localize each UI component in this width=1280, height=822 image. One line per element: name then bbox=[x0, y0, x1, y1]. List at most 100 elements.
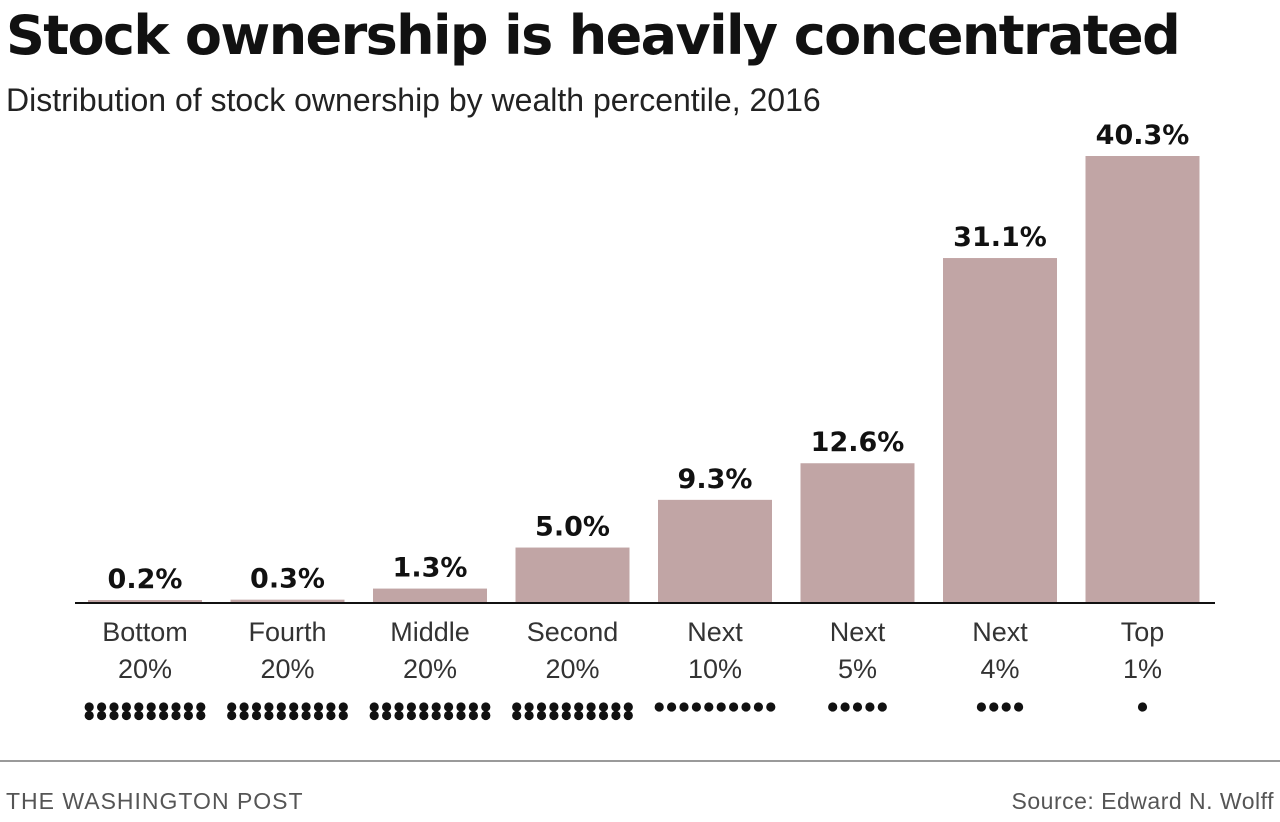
population-dot bbox=[536, 710, 547, 721]
publisher-credit: THE WASHINGTON POST bbox=[6, 788, 304, 814]
population-dot bbox=[196, 702, 206, 712]
population-dot bbox=[406, 710, 416, 721]
population-dot bbox=[146, 702, 156, 712]
population-dot bbox=[121, 702, 131, 712]
population-dot bbox=[611, 710, 621, 721]
population-dot bbox=[1001, 702, 1011, 712]
chart-subtitle: Distribution of stock ownership by wealt… bbox=[6, 82, 821, 118]
source-note: Source: Edward N. Wolff bbox=[1011, 788, 1274, 814]
category-label: Next bbox=[687, 617, 743, 647]
population-dot bbox=[623, 710, 633, 721]
category-sublabel: 20% bbox=[118, 654, 172, 684]
population-dot bbox=[828, 702, 838, 712]
population-dot bbox=[251, 710, 262, 721]
bar bbox=[943, 258, 1057, 603]
population-dot bbox=[159, 710, 169, 721]
population-dot bbox=[338, 702, 348, 712]
population-dot bbox=[121, 710, 131, 721]
category-sublabel: 4% bbox=[980, 654, 1019, 684]
bar bbox=[373, 588, 487, 603]
population-dot bbox=[865, 702, 875, 712]
category-sublabel: 5% bbox=[838, 654, 877, 684]
category-sublabel: 20% bbox=[545, 654, 599, 684]
value-label: 12.6% bbox=[811, 427, 905, 458]
population-dot bbox=[654, 702, 664, 712]
bar bbox=[515, 547, 630, 603]
category-label: Middle bbox=[390, 617, 470, 647]
population-dot bbox=[251, 702, 262, 712]
population-dot bbox=[1014, 702, 1024, 712]
population-dot bbox=[239, 710, 249, 721]
population-dot bbox=[183, 702, 193, 712]
value-label: 9.3% bbox=[678, 464, 753, 495]
population-dot bbox=[549, 702, 559, 712]
population-dot bbox=[852, 702, 863, 712]
population-dot bbox=[419, 702, 429, 712]
category-label: Bottom bbox=[102, 617, 188, 647]
population-dot bbox=[264, 710, 274, 721]
population-dot bbox=[134, 710, 144, 721]
population-dot bbox=[313, 710, 324, 721]
value-labels-group: 0.2% 0.3% 1.3% 5.0% 9.3% 12.6% 31.1% 40.3% bbox=[108, 120, 1190, 595]
bars-group bbox=[88, 156, 1200, 603]
footer-divider bbox=[0, 760, 1280, 762]
population-dot bbox=[741, 702, 751, 712]
category-label: Top bbox=[1121, 617, 1165, 647]
population-dot bbox=[536, 702, 547, 712]
population-dot bbox=[989, 702, 999, 712]
population-dot bbox=[766, 702, 776, 712]
population-dot bbox=[84, 710, 94, 721]
population-dot bbox=[444, 702, 454, 712]
value-label: 5.0% bbox=[535, 512, 610, 543]
population-dot bbox=[338, 710, 348, 721]
population-dot bbox=[289, 702, 299, 712]
population-dot bbox=[419, 710, 429, 721]
bar bbox=[658, 499, 772, 603]
population-dot bbox=[431, 702, 441, 712]
population-dot bbox=[159, 702, 169, 712]
population-dot bbox=[382, 710, 392, 721]
population-dot bbox=[276, 710, 286, 721]
population-dot bbox=[679, 702, 689, 712]
population-dot bbox=[623, 702, 633, 712]
population-dot bbox=[549, 710, 559, 721]
population-dot bbox=[976, 702, 987, 712]
population-dot bbox=[431, 710, 441, 721]
population-dot bbox=[171, 702, 181, 712]
population-dot bbox=[753, 702, 764, 712]
value-label: 40.3% bbox=[1096, 120, 1190, 151]
population-dot bbox=[369, 710, 379, 721]
population-dot bbox=[524, 702, 534, 712]
population-dot bbox=[97, 702, 107, 712]
population-dot bbox=[611, 702, 621, 712]
population-dots-group bbox=[84, 702, 1148, 721]
value-label: 0.3% bbox=[250, 564, 325, 595]
population-dot bbox=[716, 702, 726, 712]
population-dot bbox=[586, 702, 596, 712]
population-dot bbox=[512, 702, 522, 712]
population-dot bbox=[313, 702, 324, 712]
population-dot bbox=[301, 710, 311, 721]
population-dot bbox=[444, 710, 454, 721]
population-dot bbox=[84, 702, 94, 712]
bar bbox=[800, 463, 915, 603]
chart-title: Stock ownership is heavily concentrated bbox=[6, 4, 1181, 67]
category-label: Next bbox=[830, 617, 886, 647]
population-dot bbox=[406, 702, 416, 712]
population-dot bbox=[264, 702, 274, 712]
category-sublabel: 10% bbox=[688, 654, 742, 684]
value-label: 0.2% bbox=[108, 564, 183, 595]
population-dot bbox=[561, 710, 571, 721]
population-dot bbox=[456, 702, 466, 712]
population-dot bbox=[512, 710, 522, 721]
population-dot bbox=[146, 710, 156, 721]
value-label: 31.1% bbox=[953, 222, 1047, 253]
population-dot bbox=[183, 710, 193, 721]
population-dot bbox=[227, 702, 237, 712]
population-dot bbox=[840, 702, 850, 712]
category-labels-group: Bottom 20% Fourth 20% Middle 20% Second 20% Next… bbox=[102, 617, 1164, 684]
value-label: 1.3% bbox=[393, 553, 468, 584]
population-dot bbox=[729, 702, 739, 712]
population-dot bbox=[468, 710, 478, 721]
population-dot bbox=[394, 702, 404, 712]
